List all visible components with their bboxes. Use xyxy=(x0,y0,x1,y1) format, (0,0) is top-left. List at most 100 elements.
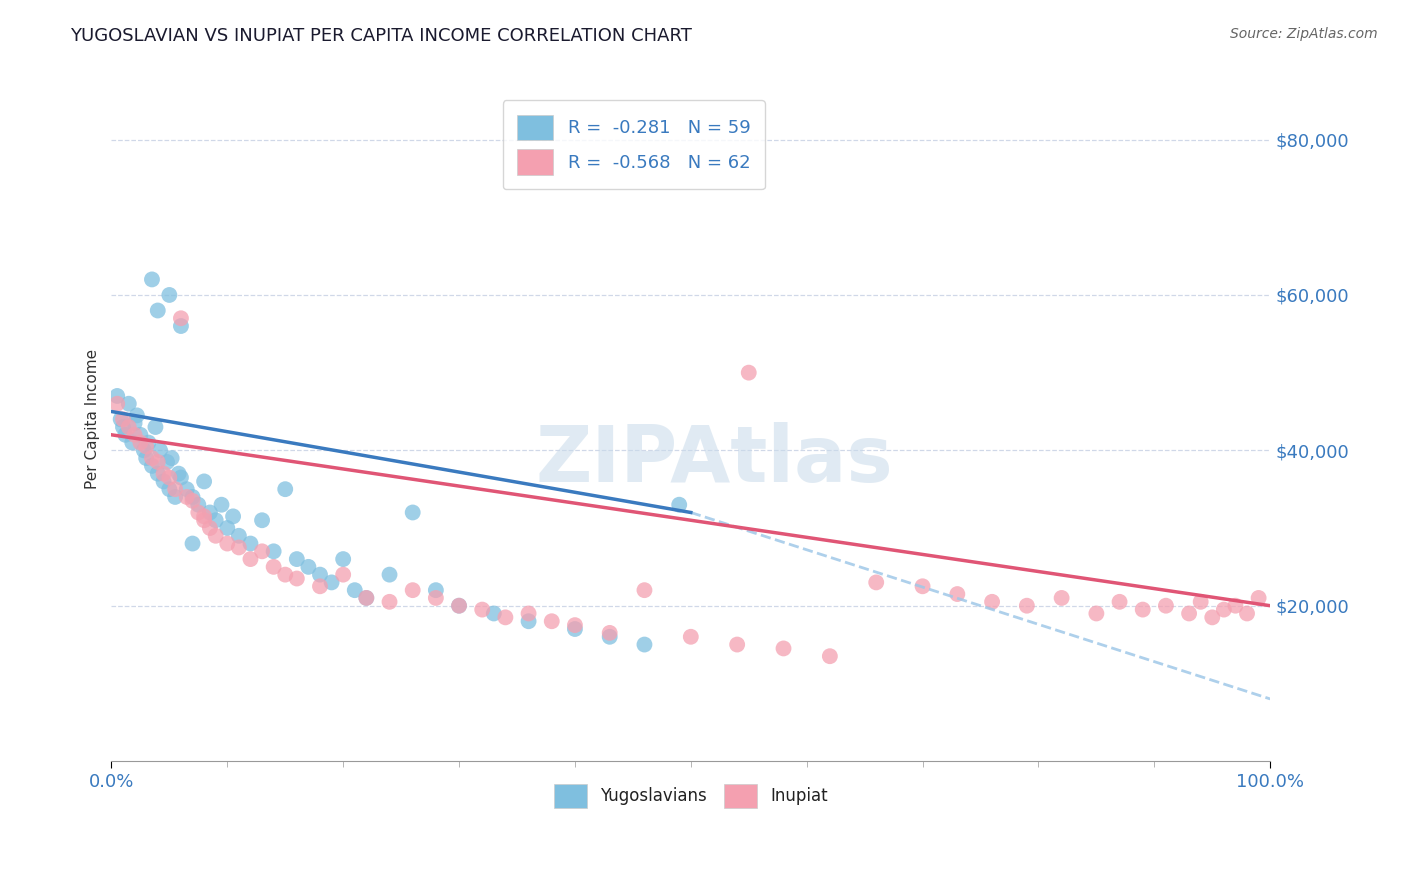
Point xyxy=(187,498,209,512)
Point xyxy=(447,599,470,613)
Point xyxy=(198,506,221,520)
Point xyxy=(160,451,183,466)
Point xyxy=(129,427,152,442)
Point xyxy=(181,536,204,550)
Point xyxy=(911,579,934,593)
Point xyxy=(125,409,148,423)
Point xyxy=(425,591,447,605)
Point xyxy=(124,427,146,442)
Point xyxy=(105,389,128,403)
Point xyxy=(181,490,204,504)
Point xyxy=(157,470,180,484)
Point xyxy=(146,303,169,318)
Point xyxy=(193,475,215,489)
Point xyxy=(1201,610,1223,624)
Point xyxy=(105,397,128,411)
Point xyxy=(378,595,401,609)
Point xyxy=(181,493,204,508)
Point xyxy=(129,435,152,450)
Point xyxy=(1050,591,1073,605)
Point xyxy=(1154,599,1177,613)
Point xyxy=(204,529,226,543)
Point xyxy=(321,575,343,590)
Point xyxy=(124,416,146,430)
Point xyxy=(176,490,198,504)
Point xyxy=(633,638,655,652)
Point xyxy=(517,607,540,621)
Point xyxy=(217,536,239,550)
Point xyxy=(118,397,141,411)
Point xyxy=(447,599,470,613)
Point xyxy=(471,602,494,616)
Point xyxy=(132,443,155,458)
Point xyxy=(599,626,621,640)
Point xyxy=(110,412,132,426)
Point xyxy=(274,567,297,582)
Point xyxy=(1108,595,1130,609)
Point xyxy=(494,610,516,624)
Point xyxy=(263,544,285,558)
Point xyxy=(146,467,169,481)
Point xyxy=(211,498,233,512)
Point xyxy=(633,583,655,598)
Point xyxy=(378,567,401,582)
Point xyxy=(118,420,141,434)
Point xyxy=(725,638,748,652)
Point xyxy=(114,427,136,442)
Point xyxy=(170,311,193,326)
Point xyxy=(217,521,239,535)
Point xyxy=(425,583,447,598)
Point xyxy=(165,482,187,496)
Point xyxy=(564,622,586,636)
Point xyxy=(946,587,969,601)
Point xyxy=(1015,599,1038,613)
Point xyxy=(111,412,134,426)
Point xyxy=(343,583,366,598)
Point xyxy=(517,614,540,628)
Point xyxy=(152,475,174,489)
Point xyxy=(1225,599,1247,613)
Text: Source: ZipAtlas.com: Source: ZipAtlas.com xyxy=(1230,27,1378,41)
Point xyxy=(149,443,172,458)
Point xyxy=(157,288,180,302)
Point xyxy=(865,575,887,590)
Point xyxy=(198,521,221,535)
Point xyxy=(356,591,378,605)
Y-axis label: Per Capita Income: Per Capita Income xyxy=(86,349,100,490)
Point xyxy=(263,559,285,574)
Point xyxy=(222,509,245,524)
Point xyxy=(165,490,187,504)
Point xyxy=(170,319,193,334)
Point xyxy=(285,572,308,586)
Point xyxy=(239,552,262,566)
Point xyxy=(156,455,179,469)
Point xyxy=(274,482,297,496)
Point xyxy=(285,552,308,566)
Point xyxy=(193,513,215,527)
Point xyxy=(152,467,174,481)
Point xyxy=(145,420,167,434)
Point xyxy=(738,366,761,380)
Point xyxy=(121,435,143,450)
Point xyxy=(981,595,1004,609)
Point xyxy=(772,641,794,656)
Point xyxy=(599,630,621,644)
Text: YUGOSLAVIAN VS INUPIAT PER CAPITA INCOME CORRELATION CHART: YUGOSLAVIAN VS INUPIAT PER CAPITA INCOME… xyxy=(70,27,692,45)
Point xyxy=(135,451,157,466)
Text: ZIPAtlas: ZIPAtlas xyxy=(536,422,893,499)
Point xyxy=(176,482,198,496)
Point xyxy=(1247,591,1270,605)
Point xyxy=(402,506,425,520)
Point xyxy=(1085,607,1108,621)
Point xyxy=(356,591,378,605)
Point xyxy=(204,513,226,527)
Point xyxy=(111,420,134,434)
Point xyxy=(1212,602,1234,616)
Point xyxy=(250,544,273,558)
Point xyxy=(157,482,180,496)
Point xyxy=(193,509,215,524)
Point xyxy=(818,649,841,664)
Point xyxy=(564,618,586,632)
Point xyxy=(482,607,505,621)
Point xyxy=(141,272,163,286)
